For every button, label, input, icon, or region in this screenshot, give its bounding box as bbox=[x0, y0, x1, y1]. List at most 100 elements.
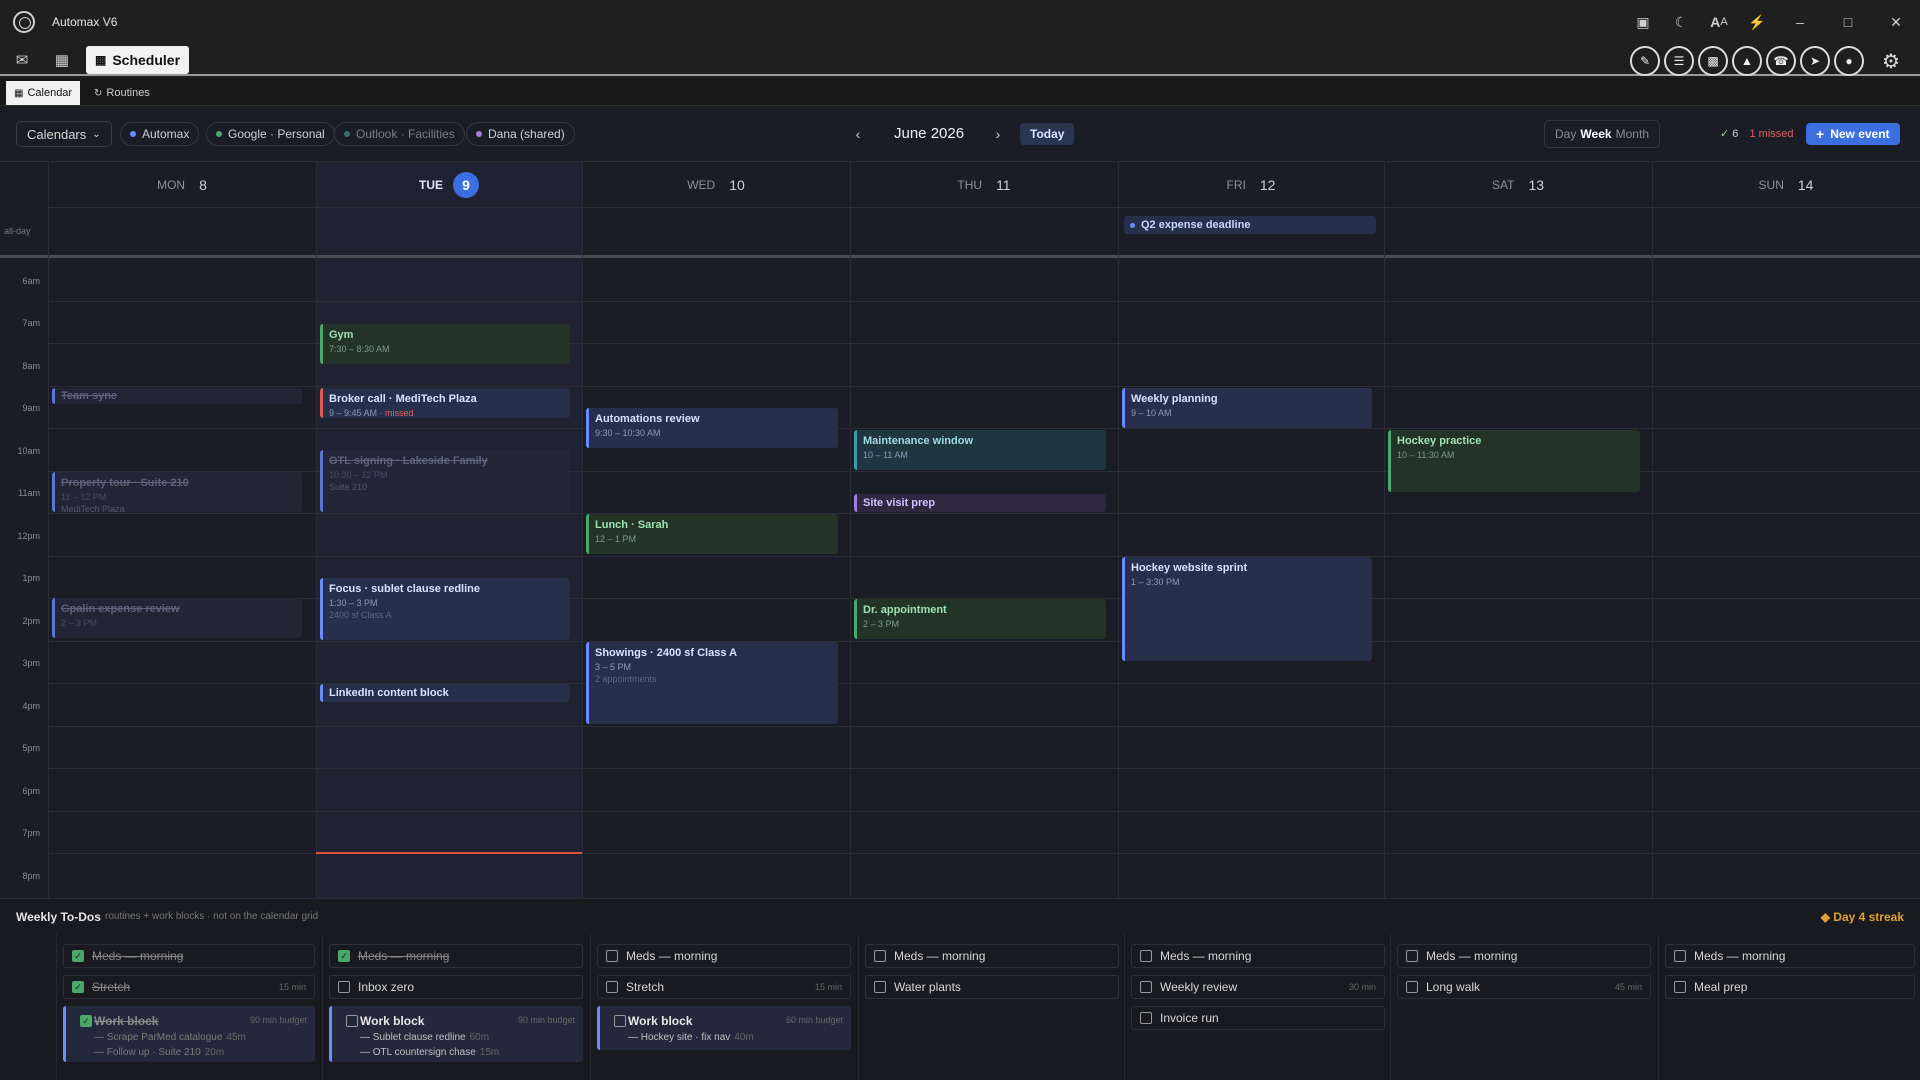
todo-inbox-zero[interactable]: Inbox zero bbox=[329, 975, 583, 999]
today-button[interactable]: Today bbox=[1020, 123, 1075, 145]
new-event-button[interactable]: + New event bbox=[1806, 123, 1900, 145]
todo-water-plants[interactable]: Water plants bbox=[865, 975, 1119, 999]
database-icon[interactable]: ▩ bbox=[1698, 46, 1728, 76]
event-lunch-sarah[interactable]: Lunch · Sarah 12 – 1 PM bbox=[586, 514, 838, 554]
todo-column-thu: Meds — morning Water plants bbox=[858, 934, 1124, 1080]
todo-meds[interactable]: ✓ Meds — morning bbox=[329, 944, 583, 968]
view-day-button[interactable]: Day bbox=[1555, 127, 1577, 141]
lightning-icon[interactable]: ⚡ bbox=[1748, 13, 1766, 30]
view-month-button[interactable]: Month bbox=[1615, 127, 1649, 141]
todo-meds[interactable]: Meds — morning bbox=[1397, 944, 1651, 968]
checkbox-icon[interactable] bbox=[1406, 981, 1418, 993]
todo-meds[interactable]: ✓ Meds — morning bbox=[63, 944, 315, 968]
event-automations-review[interactable]: Automations review 9:30 – 10:30 AM bbox=[586, 408, 838, 448]
color-dot bbox=[216, 131, 222, 137]
event-site-visit-prep[interactable]: Site visit prep bbox=[854, 494, 1106, 512]
todo-meds[interactable]: Meds — morning bbox=[1665, 944, 1915, 968]
chat-icon[interactable]: ✉ bbox=[15, 52, 29, 69]
gear-icon[interactable]: ⚙ bbox=[1882, 50, 1900, 73]
calendars-dropdown[interactable]: Calendars ⌄ bbox=[16, 121, 112, 147]
prev-week-button[interactable]: ‹ bbox=[855, 126, 861, 142]
event-weekly-planning[interactable]: Weekly planning 9 – 10 AM bbox=[1122, 388, 1372, 428]
checkbox-icon[interactable] bbox=[874, 950, 886, 962]
hour-line bbox=[48, 301, 1920, 302]
todo-work-block[interactable]: Work block 60 min budget — Hockey site ·… bbox=[597, 1006, 851, 1050]
contact-card-icon[interactable]: ☰ bbox=[1664, 46, 1694, 76]
event-hockey-website-sprint[interactable]: Hockey website sprint 1 – 3:30 PM bbox=[1122, 557, 1372, 661]
hour-label: 11am bbox=[18, 488, 40, 498]
event-expense-review[interactable]: Gpalin expense review 2 – 3 PM bbox=[52, 598, 302, 638]
checkbox-checked-icon[interactable]: ✓ bbox=[80, 1015, 92, 1027]
hour-label: 12pm bbox=[17, 531, 40, 541]
completion-stats: ✓ 6 1 missed bbox=[1720, 128, 1794, 140]
checkbox-checked-icon[interactable]: ✓ bbox=[338, 950, 350, 962]
day-header-sun: SUN 14 bbox=[1652, 162, 1920, 208]
maximize-button[interactable]: □ bbox=[1843, 14, 1853, 30]
message-icon[interactable]: ● bbox=[1834, 46, 1864, 76]
calendar-chip-dana[interactable]: Dana (shared) bbox=[466, 122, 575, 146]
calendar-chip-google[interactable]: Google · Personal bbox=[206, 122, 335, 146]
todo-work-block[interactable]: Work block 90 min budget — Sublet clause… bbox=[329, 1006, 583, 1062]
grid-icon[interactable]: ▦ bbox=[54, 52, 70, 69]
event-showings[interactable]: Showings · 2400 sf Class A 3 – 5 PM 2 ap… bbox=[586, 642, 838, 724]
todo-work-block[interactable]: ✓ Work block 90 min budget — Scrape ParM… bbox=[63, 1006, 315, 1062]
camera-icon[interactable]: ▣ bbox=[1636, 13, 1650, 30]
event-linkedin-block[interactable]: LinkedIn content block bbox=[320, 684, 570, 702]
day-header-wed: WED 10 bbox=[582, 162, 850, 208]
event-dr-appointment[interactable]: Dr. appointment 2 – 3 PM bbox=[854, 599, 1106, 639]
checkbox-icon[interactable] bbox=[606, 950, 618, 962]
checkbox-icon[interactable] bbox=[614, 1015, 626, 1027]
checkbox-icon[interactable] bbox=[1674, 981, 1686, 993]
minimize-button[interactable]: – bbox=[1796, 14, 1804, 30]
checkbox-icon[interactable] bbox=[1674, 950, 1686, 962]
view-week-button[interactable]: Week bbox=[1580, 127, 1612, 141]
event-hockey-practice[interactable]: Hockey practice 10 – 11:30 AM bbox=[1388, 430, 1640, 492]
folder-icon[interactable]: ▲ bbox=[1732, 46, 1762, 76]
checkbox-icon[interactable] bbox=[346, 1015, 358, 1027]
next-week-button[interactable]: › bbox=[995, 126, 1001, 142]
phone-icon[interactable]: ☎ bbox=[1766, 46, 1796, 76]
event-maintenance-window[interactable]: Maintenance window 10 – 11 AM bbox=[854, 430, 1106, 470]
weekly-todos-header: Weekly To-Dos routines + work blocks · n… bbox=[0, 898, 1920, 934]
tab-calendar[interactable]: ▦ Calendar bbox=[6, 81, 81, 105]
checkbox-checked-icon[interactable]: ✓ bbox=[72, 981, 84, 993]
event-gym[interactable]: Gym 7:30 – 8:30 AM bbox=[320, 324, 570, 364]
signature-icon[interactable]: ✎ bbox=[1630, 46, 1660, 76]
checkbox-icon[interactable] bbox=[1140, 981, 1152, 993]
color-dot bbox=[476, 131, 482, 137]
todo-stretch[interactable]: Stretch 15 min bbox=[597, 975, 851, 999]
event-broker-call[interactable]: Broker call · MediTech Plaza 9 – 9:45 AM… bbox=[320, 388, 570, 418]
checkbox-checked-icon[interactable]: ✓ bbox=[72, 950, 84, 962]
send-icon[interactable]: ➤ bbox=[1800, 46, 1830, 76]
scheduler-button[interactable]: ▦ Scheduler bbox=[86, 46, 190, 74]
todo-meal-prep[interactable]: Meal prep bbox=[1665, 975, 1915, 999]
event-team-sync[interactable]: Team sync bbox=[52, 388, 302, 404]
todos-subtitle: routines + work blocks · not on the cale… bbox=[105, 911, 319, 922]
close-button[interactable]: ✕ bbox=[1890, 13, 1902, 30]
app-logo-icon bbox=[13, 11, 35, 33]
allday-event[interactable]: Q2 expense deadline bbox=[1124, 216, 1376, 234]
allday-divider bbox=[0, 255, 1920, 258]
checkbox-icon[interactable] bbox=[1140, 1012, 1152, 1024]
checkbox-icon[interactable] bbox=[1140, 950, 1152, 962]
tab-routines[interactable]: ↻ Routines bbox=[94, 87, 150, 99]
moon-icon[interactable]: ☾ bbox=[1674, 13, 1688, 30]
event-focus-redline[interactable]: Focus · sublet clause redline 1:30 – 3 P… bbox=[320, 578, 570, 640]
checkbox-icon[interactable] bbox=[606, 981, 618, 993]
todo-meds[interactable]: Meds — morning bbox=[865, 944, 1119, 968]
checkbox-icon[interactable] bbox=[338, 981, 350, 993]
event-property-tour[interactable]: Property tour · Suite 210 11 – 12 PM Med… bbox=[52, 472, 302, 512]
calendar-chip-automax[interactable]: Automax bbox=[120, 122, 200, 146]
checkbox-icon[interactable] bbox=[1406, 950, 1418, 962]
todo-meds[interactable]: Meds — morning bbox=[597, 944, 851, 968]
current-time-indicator bbox=[316, 852, 582, 854]
todo-invoice-run[interactable]: Invoice run bbox=[1131, 1006, 1385, 1030]
calendar-chip-outlook[interactable]: Outlook · Facilities bbox=[334, 122, 465, 146]
todo-weekly-review[interactable]: Weekly review 30 min bbox=[1131, 975, 1385, 999]
event-otl-signing[interactable]: OTL signing · Lakeside Family 10:30 – 12… bbox=[320, 450, 570, 512]
todo-meds[interactable]: Meds — morning bbox=[1131, 944, 1385, 968]
todo-long-walk[interactable]: Long walk 45 min bbox=[1397, 975, 1651, 999]
checkbox-icon[interactable] bbox=[874, 981, 886, 993]
todo-stretch[interactable]: ✓ Stretch 15 min bbox=[63, 975, 315, 999]
